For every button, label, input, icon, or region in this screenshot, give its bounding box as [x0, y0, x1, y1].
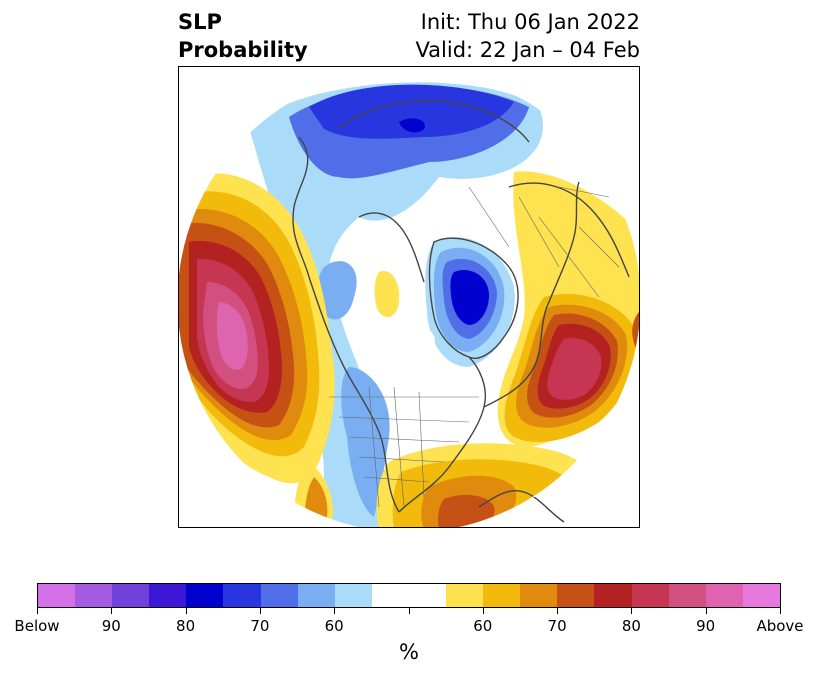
colorbar-tick	[111, 608, 113, 614]
colorbar-tick	[259, 608, 261, 614]
colorbar-segment	[334, 584, 372, 607]
map-svg	[179, 68, 639, 527]
colorbar-segment	[557, 584, 595, 607]
colorbar-tick	[334, 608, 336, 614]
colorbar-tick-label: 70	[250, 617, 270, 635]
colorbar-tick-label: 60	[324, 617, 344, 635]
above-normal-east	[497, 171, 639, 447]
colorbar-segment	[483, 584, 521, 607]
colorbar-tick	[780, 608, 781, 614]
colorbar-tick-label: 90	[101, 617, 121, 635]
colorbar-tick	[482, 608, 484, 614]
colorbar-segment	[520, 584, 558, 607]
colorbar-tick-label: Below	[14, 617, 60, 635]
colorbar-tick-label: 80	[176, 617, 196, 635]
colorbar-segment	[408, 584, 447, 607]
colorbar-segment	[297, 584, 335, 607]
borders	[329, 186, 620, 508]
colorbar-segment	[38, 584, 76, 607]
colorbar-tick-label: 70	[547, 617, 567, 635]
colorbar-segment	[149, 584, 187, 607]
colorbar-segment	[371, 584, 409, 607]
colorbar-tick-label: 80	[621, 617, 641, 635]
colorbar-tick	[631, 608, 633, 614]
coastlines	[292, 100, 630, 523]
colorbar-segment	[75, 584, 113, 607]
colorbar-tick-label: 60	[473, 617, 493, 635]
colorbar-tick-label: Above	[756, 617, 804, 635]
colorbar-tick	[185, 608, 187, 614]
colorbar-tick	[705, 608, 707, 614]
colorbar-segment	[594, 584, 632, 607]
colorbar-segment	[742, 584, 780, 607]
colorbar-segment	[260, 584, 298, 607]
title-variable: SLP	[178, 10, 222, 34]
pole-white-area	[409, 327, 435, 352]
map-title: SLP Probability	[178, 8, 308, 64]
title-product: Probability	[178, 38, 308, 62]
valid-range: Valid: 22 Jan – 04 Feb	[415, 38, 640, 62]
colorbar-segment	[631, 584, 669, 607]
colorbar	[37, 583, 781, 608]
colorbar-segment	[668, 584, 706, 607]
colorbar-segment	[186, 584, 224, 607]
colorbar-segment	[705, 584, 743, 607]
polar-map	[178, 66, 640, 528]
map-edge	[179, 68, 639, 527]
colorbar-segment	[446, 584, 484, 607]
init-date: Init: Thu 06 Jan 2022	[420, 10, 640, 34]
colorbar-segment	[223, 584, 261, 607]
colorbar-tick	[408, 608, 410, 614]
small-yellow-anomaly	[374, 271, 400, 318]
colorbar-tick-label: 90	[696, 617, 716, 635]
colorbar-label: %	[399, 640, 419, 664]
colorbar-tick	[37, 608, 38, 614]
map-dates: Init: Thu 06 Jan 2022 Valid: 22 Jan – 04…	[415, 8, 640, 64]
above-normal-west	[179, 173, 335, 484]
probability-fill	[179, 69, 639, 527]
colorbar-tick	[557, 608, 559, 614]
colorbar-segment	[112, 584, 150, 607]
